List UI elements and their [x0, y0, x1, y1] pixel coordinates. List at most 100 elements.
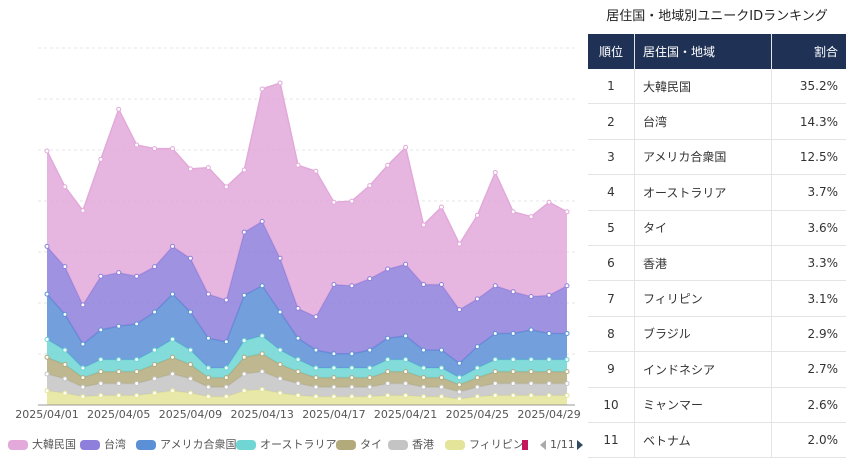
point	[349, 375, 355, 381]
ranking-panel: 居住国・地域別ユニークIDランキング 順位 居住国・地域 割合 1 大韓民国 35.…	[588, 0, 846, 459]
point	[528, 357, 534, 363]
point	[313, 314, 319, 320]
point	[349, 384, 355, 390]
point	[277, 255, 283, 261]
table-cell: タイ	[634, 210, 772, 246]
point	[492, 357, 498, 363]
point	[403, 381, 409, 387]
point	[528, 214, 534, 220]
point	[403, 333, 409, 339]
table-cell: ベトナム	[634, 422, 772, 459]
point	[528, 392, 534, 398]
point	[564, 357, 570, 363]
point	[546, 292, 552, 298]
point	[313, 375, 319, 381]
point	[241, 354, 247, 360]
legend-swatch	[136, 440, 156, 450]
point	[205, 291, 211, 297]
legend-label: 大韓民国	[32, 437, 76, 451]
point	[134, 273, 140, 279]
table-cell: 5	[588, 210, 635, 246]
point	[313, 168, 319, 174]
point	[564, 330, 570, 336]
point	[438, 394, 444, 400]
point	[170, 291, 176, 297]
point	[492, 392, 498, 398]
point	[421, 384, 427, 390]
x-tick-label: 2025/04/29	[517, 408, 580, 421]
x-tick-label: 2025/04/25	[446, 408, 509, 421]
x-tick-label: 2025/04/01	[15, 408, 78, 421]
point	[134, 369, 140, 375]
point	[295, 357, 301, 363]
point	[349, 365, 355, 371]
table-cell: 4	[588, 174, 635, 211]
point	[492, 169, 498, 175]
table-cell: 2.9%	[771, 316, 846, 353]
table-cell: 10	[588, 387, 635, 423]
area-line	[46, 82, 568, 246]
point	[223, 297, 229, 303]
point	[564, 209, 570, 215]
legend-prev[interactable]	[540, 440, 546, 450]
table-cell: 3	[588, 139, 635, 176]
point	[152, 309, 158, 315]
legend-swatch	[8, 440, 28, 450]
table-cell: 3.3%	[771, 245, 846, 282]
table-cell: ブラジル	[634, 316, 772, 353]
point	[223, 339, 229, 345]
area	[47, 335, 567, 385]
point	[295, 369, 301, 375]
point	[331, 394, 337, 400]
legend-next[interactable]	[577, 440, 583, 450]
point	[205, 375, 211, 381]
table-row: 6 香港 3.3%	[588, 245, 846, 282]
point	[170, 388, 176, 394]
table-cell: インドネシア	[634, 351, 772, 388]
table-row: 3 アメリカ合衆国 12.5%	[588, 139, 846, 176]
legend-page: 1/11	[550, 438, 575, 451]
point	[205, 365, 211, 371]
table-cell: 香港	[634, 245, 772, 282]
point	[259, 86, 265, 92]
point	[223, 375, 229, 381]
point	[385, 392, 391, 398]
point	[403, 357, 409, 363]
point	[510, 357, 516, 363]
point	[241, 167, 247, 173]
point	[546, 357, 552, 363]
table-row: 4 オーストラリア 3.7%	[588, 174, 846, 211]
point	[205, 394, 211, 400]
point	[80, 208, 86, 214]
point	[492, 369, 498, 375]
point	[295, 392, 301, 398]
point	[295, 335, 301, 341]
header-cell: 居住国・地域	[634, 34, 772, 69]
table-row: 1 大韓民国 35.2%	[588, 69, 846, 105]
point	[170, 146, 176, 152]
area	[47, 285, 567, 378]
table-cell: オーストラリア	[634, 174, 772, 211]
point	[187, 390, 193, 396]
point	[116, 381, 122, 387]
legend-swatch	[236, 440, 256, 450]
point	[98, 381, 104, 387]
point	[385, 357, 391, 363]
point	[205, 165, 211, 171]
point	[241, 371, 247, 377]
point	[456, 241, 462, 247]
point	[367, 347, 373, 353]
point	[403, 369, 409, 375]
point	[277, 390, 283, 396]
table-cell: アメリカ合衆国	[634, 139, 772, 176]
point	[134, 392, 140, 398]
table-cell: 9	[588, 351, 635, 388]
point	[241, 388, 247, 394]
point	[313, 347, 319, 353]
legend-label: タイ	[360, 438, 382, 451]
table-row: 11 ベトナム 2.0%	[588, 422, 846, 459]
table-cell: 2	[588, 103, 635, 140]
area	[47, 221, 567, 364]
point	[313, 365, 319, 371]
